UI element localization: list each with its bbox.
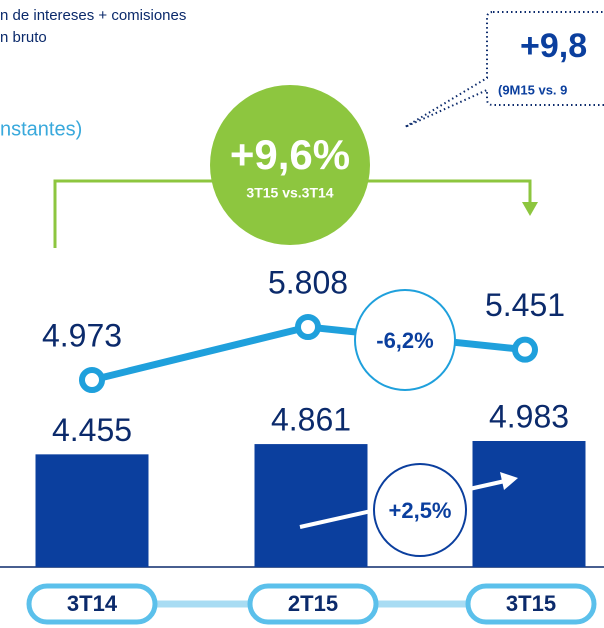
line-value-label: 4.973: [42, 317, 122, 353]
line-point: [512, 336, 538, 363]
category-pill: [465, 583, 597, 625]
header-line: n bruto: [0, 29, 47, 46]
growth-value: +9,6%: [230, 131, 350, 178]
category-pill: [247, 583, 379, 625]
line-point: [295, 314, 321, 340]
header-line: n de intereses + comisiones: [0, 7, 186, 24]
bar-change: +2,5%: [389, 498, 452, 523]
trend-arrow-head: [500, 472, 518, 490]
category-pill: [26, 583, 158, 625]
growth-badge: [210, 85, 370, 245]
bar-value-label: 4.983: [489, 398, 569, 434]
line-change: -6,2%: [376, 328, 433, 353]
bar-value-label: 4.861: [271, 402, 351, 438]
bar: [35, 454, 149, 567]
callout-value: +9,8: [520, 27, 587, 65]
bar-value-label: 4.455: [52, 412, 132, 448]
growth-note: 3T15 vs.3T14: [246, 185, 333, 201]
line-value-label: 5.808: [268, 264, 348, 300]
x-tick-label: 2T15: [288, 591, 338, 616]
line-point: [79, 367, 105, 393]
x-tick-label: 3T14: [67, 591, 118, 616]
subtitle: nstantes): [0, 118, 82, 140]
line-change-badge: [354, 289, 456, 391]
bar: [472, 441, 586, 567]
bar: [254, 444, 368, 567]
bar-change-badge: [373, 463, 467, 557]
x-tick-label: 3T15: [506, 591, 556, 616]
callout: +9,8 (9M15 vs. 9: [404, 11, 604, 128]
line-value-label: 5.451: [485, 287, 565, 323]
callout-note: (9M15 vs. 9: [498, 82, 567, 97]
